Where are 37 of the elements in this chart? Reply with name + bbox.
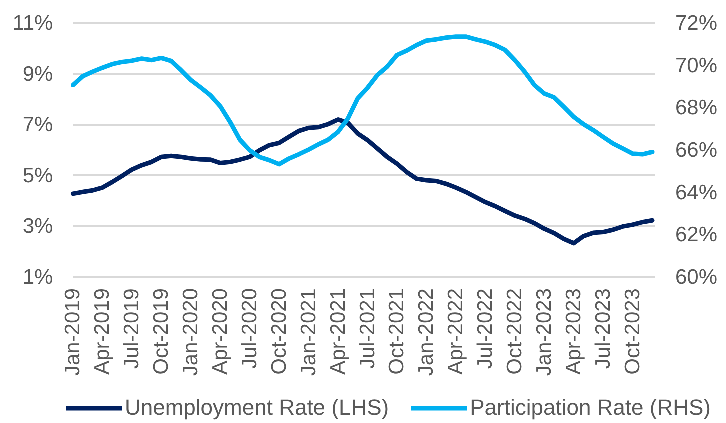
y2-tick-label: 68% <box>676 96 718 120</box>
y2-tick-label: 60% <box>676 266 718 289</box>
x-tick-label: Jan-2022 <box>415 288 438 376</box>
y-tick-label: 1% <box>22 266 54 289</box>
y-tick-label: 7% <box>22 114 54 137</box>
x-tick-label: Oct-2020 <box>268 288 291 375</box>
y-tick-label: 11% <box>12 12 54 35</box>
x-tick-label: Apr-2019 <box>91 288 114 375</box>
line-series <box>70 34 655 167</box>
y2-tick-label: 70% <box>676 54 718 78</box>
x-tick-label: Jan-2020 <box>180 288 203 376</box>
x-tick-label: Jul-2022 <box>474 288 498 370</box>
x-tick-label: Apr-2020 <box>208 288 232 375</box>
legend-label: Participation Rate (RHS) <box>470 395 711 421</box>
x-tick-label: Apr-2022 <box>444 288 468 375</box>
y2-tick-label: 72% <box>676 12 718 35</box>
x-tick-label: Jul-2020 <box>238 288 262 370</box>
x-tick-label: Jul-2023 <box>592 288 615 370</box>
y2-tick-label: 66% <box>676 139 718 162</box>
x-tick-label: Jan-2023 <box>532 288 556 376</box>
y-tick-label: 3% <box>22 215 54 238</box>
x-tick-label: Apr-2023 <box>562 288 586 375</box>
y-tick-label: 5% <box>22 164 54 188</box>
x-tick-label: Oct-2023 <box>621 288 644 375</box>
x-tick-label: Jul-2021 <box>356 288 380 370</box>
x-tick-label: Oct-2022 <box>504 288 527 375</box>
x-tick-label: Oct-2021 <box>386 288 409 375</box>
y2-tick-label: 62% <box>676 224 718 247</box>
line-series <box>70 118 655 246</box>
x-tick-label: Jul-2019 <box>120 288 144 370</box>
x-tick-label: Jan-2019 <box>62 288 85 376</box>
legend-label: Unemployment Rate (LHS) <box>125 395 390 421</box>
x-tick-label: Oct-2019 <box>150 288 174 375</box>
x-tick-label: Apr-2021 <box>326 288 350 375</box>
x-tick-label: Jan-2021 <box>297 288 320 376</box>
y2-tick-label: 64% <box>676 181 718 204</box>
y-tick-label: 9% <box>22 62 54 86</box>
